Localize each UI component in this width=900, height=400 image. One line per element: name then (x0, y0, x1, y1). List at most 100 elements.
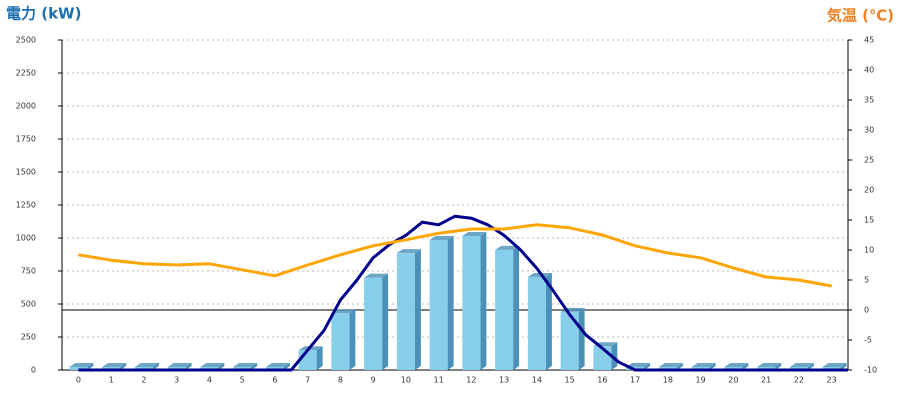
y-tick-label: 1250 (16, 201, 36, 210)
bar (527, 272, 552, 370)
bar-part (462, 236, 481, 370)
bar-part (611, 342, 618, 370)
x-tick-label: 10 (401, 376, 411, 385)
bar-part (709, 363, 716, 370)
bar-part (840, 363, 847, 370)
x-tick-label: 19 (696, 376, 706, 385)
bar-part (283, 363, 290, 370)
bar-part (349, 309, 356, 370)
bar-part (658, 363, 683, 367)
bar (364, 273, 389, 370)
x-tick-label: 14 (532, 376, 542, 385)
y2-tick-label: 20 (864, 186, 874, 195)
bar-part (724, 363, 749, 367)
bar-part (429, 239, 448, 370)
y2-tick-label: 15 (864, 216, 874, 225)
bar (495, 245, 520, 370)
x-tick-label: 11 (434, 376, 444, 385)
y2-tick-label: 40 (864, 66, 874, 75)
line-series (78, 223, 832, 288)
x-tick-label: 7 (305, 376, 310, 385)
bar (396, 249, 421, 370)
bar-part (644, 363, 651, 370)
bar-part (233, 363, 258, 367)
x-tick-label: 12 (466, 376, 476, 385)
bar-part (102, 363, 127, 367)
bar-part (185, 363, 192, 370)
x-tick-label: 22 (794, 376, 804, 385)
x-tick-label: 3 (174, 376, 179, 385)
y2-tick-label: 25 (864, 156, 874, 165)
bar-part (396, 253, 415, 370)
bar-part (742, 363, 749, 370)
bar-part (218, 363, 225, 370)
y2-tick-label: 45 (864, 36, 874, 45)
y2-tick-label: 10 (864, 246, 874, 255)
y-tick-label: 1500 (16, 168, 36, 177)
x-tick-label: 2 (141, 376, 146, 385)
bar-part (414, 249, 421, 370)
x-tick-label: 21 (761, 376, 771, 385)
bar-part (789, 363, 814, 367)
bar-part (331, 309, 356, 314)
x-tick-label: 0 (76, 376, 81, 385)
x-tick-label: 8 (338, 376, 343, 385)
y2-tick-label: 30 (864, 126, 874, 135)
x-tick-label: 23 (827, 376, 837, 385)
bar-part (396, 249, 421, 254)
bar-part (527, 276, 546, 370)
x-tick-label: 5 (240, 376, 245, 385)
y-tick-label: 0 (31, 366, 36, 375)
bar-part (545, 272, 552, 370)
bar-part (134, 363, 159, 367)
bar-part (382, 273, 389, 370)
y2-tick-label: -10 (864, 366, 877, 375)
y-tick-label: 1000 (16, 234, 36, 243)
y2-tick-label: 35 (864, 96, 874, 105)
y-tick-label: 500 (21, 300, 36, 309)
bar-part (152, 363, 159, 370)
bar-part (364, 273, 389, 278)
bar-part (807, 363, 814, 370)
bar-part (251, 363, 258, 370)
bar-part (495, 249, 514, 370)
x-tick-label: 18 (663, 376, 673, 385)
bar-part (560, 311, 579, 370)
x-tick-label: 4 (207, 376, 212, 385)
bar (560, 307, 585, 370)
bar-part (447, 235, 454, 370)
bar-part (480, 232, 487, 370)
bar-part (626, 363, 651, 367)
bar-part (429, 235, 454, 240)
bar-part (69, 363, 94, 367)
x-tick-label: 13 (499, 376, 509, 385)
bar (331, 309, 356, 370)
bar-part (676, 363, 683, 370)
bar-part (120, 363, 127, 370)
y2-tick-label: 0 (864, 306, 869, 315)
bar-part (364, 277, 383, 370)
bar-part (200, 363, 225, 367)
y-tick-label: 2000 (16, 102, 36, 111)
y-tick-label: 250 (21, 333, 36, 342)
y-tick-label: 2250 (16, 69, 36, 78)
bar-part (691, 363, 716, 367)
x-tick-label: 16 (597, 376, 607, 385)
bar-part (578, 307, 585, 370)
x-tick-label: 9 (371, 376, 376, 385)
x-tick-label: 15 (565, 376, 575, 385)
bar-part (513, 245, 520, 370)
bar-part (775, 363, 782, 370)
x-tick-label: 1 (109, 376, 114, 385)
y2-tick-label: 5 (864, 276, 869, 285)
bar (462, 232, 487, 370)
bar-part (265, 363, 290, 367)
bar-part (495, 245, 520, 250)
x-tick-label: 20 (728, 376, 738, 385)
y-tick-label: 750 (21, 267, 36, 276)
bar (429, 235, 454, 370)
bar-part (462, 232, 487, 237)
x-tick-label: 6 (272, 376, 277, 385)
bar-part (87, 363, 94, 370)
